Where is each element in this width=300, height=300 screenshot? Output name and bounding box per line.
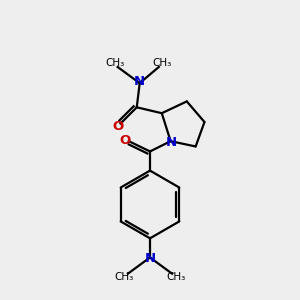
Text: CH₃: CH₃ xyxy=(105,58,124,68)
Text: O: O xyxy=(113,120,124,133)
Text: CH₃: CH₃ xyxy=(115,272,134,282)
Text: N: N xyxy=(134,75,145,88)
Text: CH₃: CH₃ xyxy=(152,58,171,68)
Text: O: O xyxy=(120,134,131,147)
Text: N: N xyxy=(144,252,156,266)
Text: CH₃: CH₃ xyxy=(166,272,185,282)
Text: N: N xyxy=(166,136,177,148)
